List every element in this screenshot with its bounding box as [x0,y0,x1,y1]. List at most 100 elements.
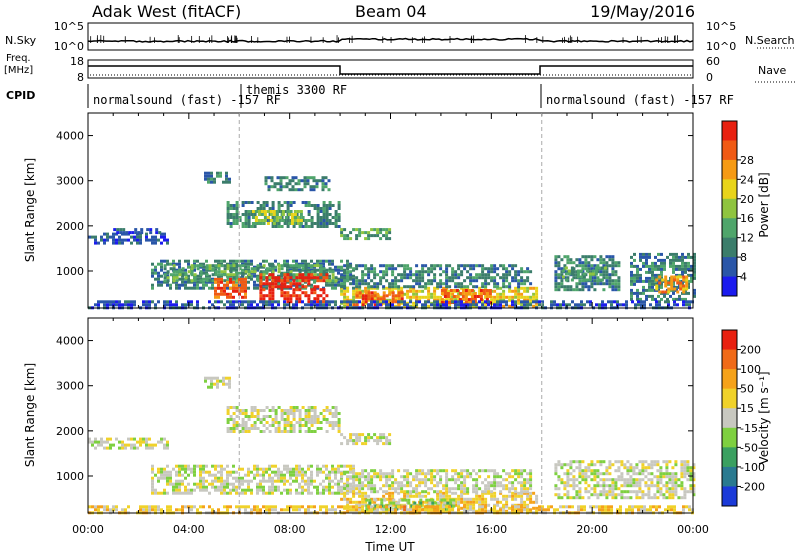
velocity-cell [436,490,440,494]
power-cell [312,188,316,192]
power-cell [328,283,331,287]
power-cell [217,277,220,281]
velocity-cell [241,479,244,483]
power-cell [591,269,595,273]
velocity-cell [421,500,425,504]
velocity-cell [310,482,313,486]
velocity-cell [337,424,341,427]
power-cell [409,276,413,280]
power-cell [669,294,672,298]
power-cell [226,222,230,225]
power-cell [673,303,676,307]
power-cell [122,228,126,232]
velocity-cell [656,478,660,482]
power-cell [479,295,483,298]
power-cell [288,188,292,192]
power-cell [388,264,392,268]
power-cell [322,207,326,210]
power-cell [210,180,213,184]
power-cell [610,303,613,307]
velocity-cell [469,500,473,504]
velocity-cell [271,476,274,480]
power-cell [229,303,232,307]
velocity-cell [566,484,570,488]
velocity-cell [614,487,618,491]
power-cell [466,276,470,280]
power-cell [337,283,340,287]
power-cell [391,286,395,290]
velocity-cell [210,382,213,386]
velocity-cell [674,484,678,488]
power-cell [655,303,658,307]
velocity-cell [569,478,573,482]
power-cell [259,288,263,292]
power-cell [563,288,567,292]
velocity-cell [487,487,491,491]
velocity-cell [262,470,265,474]
velocity-cell [662,472,666,476]
power-cell [286,204,290,207]
power-cell [286,210,290,213]
velocity-cell [358,439,362,443]
velocity-cell [641,496,645,500]
power-cell [343,282,347,286]
velocity-cell [358,481,362,485]
velocity-cell [686,469,690,473]
velocity-cell [427,491,431,495]
velocity-cell [154,473,157,477]
power-cell [279,188,283,192]
velocity-cell [334,406,338,409]
power-cell [157,280,160,284]
velocity-cell [145,508,148,512]
velocity-cell [587,463,591,467]
velocity-cell [220,467,223,471]
power-cell [424,270,428,274]
power-cell [226,292,229,296]
power-cell [382,228,386,232]
power-cell [529,295,533,299]
power-cell [266,216,270,219]
power-cell [406,303,409,307]
velocity-cell [578,481,582,485]
power-cell [605,276,609,280]
power-cell [322,288,326,292]
velocity-cell [217,485,220,489]
velocity-cell [418,481,422,485]
velocity-cell [674,460,678,464]
power-cell [566,285,570,289]
velocity-cell [401,507,405,511]
velocity-cell [334,473,337,477]
nsky-label: N.Sky [5,34,37,47]
velocity-cell [529,494,533,498]
nsky-tick-top: 10^5 [54,20,84,33]
power-cell [667,281,671,285]
power-cell [349,264,353,268]
power-cell [303,176,307,180]
velocity-cell [493,491,497,495]
power-cell [687,267,690,271]
power-cell [418,282,422,286]
power-cell [611,279,615,283]
power-cell [570,278,574,282]
power-cell [394,279,398,283]
velocity-cell [689,484,693,488]
power-cell [282,176,286,180]
velocity-cell [145,443,148,447]
power-cell [289,204,293,207]
velocity-cell [653,463,657,467]
power-cell [487,282,491,286]
power-cell [265,303,268,307]
velocity-cell [445,494,449,498]
velocity-cell [193,473,196,477]
power-cell [639,252,642,256]
velocity-cell [617,469,621,473]
velocity-cell [578,460,582,464]
power-cell [376,303,379,307]
power-cell [106,235,109,239]
power-cell [355,276,359,280]
power-cell [262,276,266,280]
power-cell [193,264,197,268]
power-cell [681,258,684,262]
power-cell [211,283,214,287]
power-cell [469,273,473,277]
